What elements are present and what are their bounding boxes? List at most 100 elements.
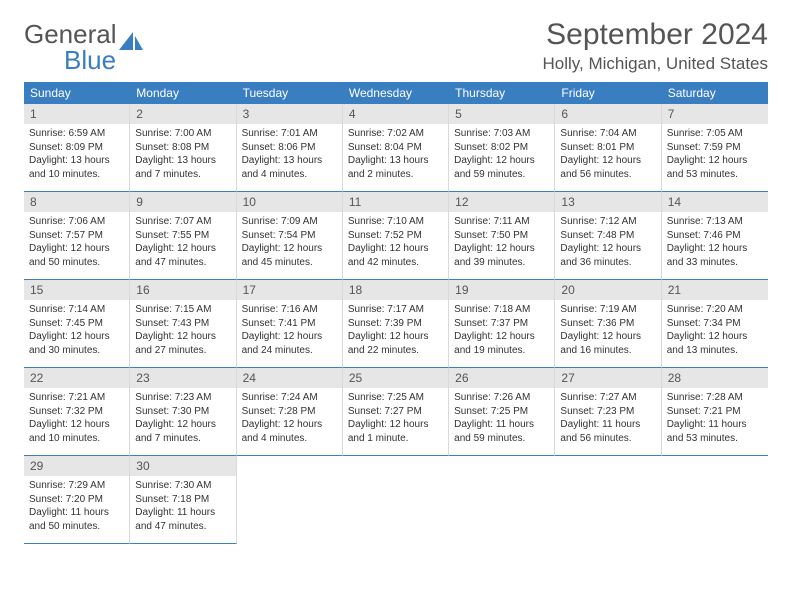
- day-number: 15: [24, 280, 129, 300]
- calendar-cell: 25Sunrise: 7:25 AMSunset: 7:27 PMDayligh…: [343, 368, 449, 456]
- day-number: 14: [662, 192, 768, 212]
- weekday-header: Tuesday: [237, 82, 343, 104]
- day-number: 16: [130, 280, 235, 300]
- calendar-cell: 8Sunrise: 7:06 AMSunset: 7:57 PMDaylight…: [24, 192, 130, 280]
- day-number: 9: [130, 192, 235, 212]
- day-details: Sunrise: 7:25 AMSunset: 7:27 PMDaylight:…: [343, 388, 448, 450]
- day-details: Sunrise: 7:14 AMSunset: 7:45 PMDaylight:…: [24, 300, 129, 362]
- calendar-cell: 7Sunrise: 7:05 AMSunset: 7:59 PMDaylight…: [662, 104, 768, 192]
- location: Holly, Michigan, United States: [542, 54, 768, 74]
- calendar-cell: 15Sunrise: 7:14 AMSunset: 7:45 PMDayligh…: [24, 280, 130, 368]
- logo-sail-icon: [119, 30, 145, 57]
- day-number: 12: [449, 192, 554, 212]
- day-number: 24: [237, 368, 342, 388]
- calendar-cell: 14Sunrise: 7:13 AMSunset: 7:46 PMDayligh…: [662, 192, 768, 280]
- calendar-cell-empty: [555, 456, 661, 544]
- day-number: 23: [130, 368, 235, 388]
- calendar-cell: 18Sunrise: 7:17 AMSunset: 7:39 PMDayligh…: [343, 280, 449, 368]
- day-number: 1: [24, 104, 129, 124]
- day-details: Sunrise: 7:15 AMSunset: 7:43 PMDaylight:…: [130, 300, 235, 362]
- day-details: Sunrise: 7:27 AMSunset: 7:23 PMDaylight:…: [555, 388, 660, 450]
- day-number: 18: [343, 280, 448, 300]
- calendar-cell: 4Sunrise: 7:02 AMSunset: 8:04 PMDaylight…: [343, 104, 449, 192]
- calendar-cell-empty: [237, 456, 343, 544]
- day-details: Sunrise: 7:12 AMSunset: 7:48 PMDaylight:…: [555, 212, 660, 274]
- day-details: Sunrise: 7:26 AMSunset: 7:25 PMDaylight:…: [449, 388, 554, 450]
- day-details: Sunrise: 6:59 AMSunset: 8:09 PMDaylight:…: [24, 124, 129, 186]
- day-details: Sunrise: 7:21 AMSunset: 7:32 PMDaylight:…: [24, 388, 129, 450]
- day-number: 7: [662, 104, 768, 124]
- calendar-cell: 19Sunrise: 7:18 AMSunset: 7:37 PMDayligh…: [449, 280, 555, 368]
- logo: General Blue: [24, 18, 145, 74]
- day-details: Sunrise: 7:09 AMSunset: 7:54 PMDaylight:…: [237, 212, 342, 274]
- day-details: Sunrise: 7:19 AMSunset: 7:36 PMDaylight:…: [555, 300, 660, 362]
- calendar-cell: 24Sunrise: 7:24 AMSunset: 7:28 PMDayligh…: [237, 368, 343, 456]
- day-details: Sunrise: 7:04 AMSunset: 8:01 PMDaylight:…: [555, 124, 660, 186]
- calendar-cell: 1Sunrise: 6:59 AMSunset: 8:09 PMDaylight…: [24, 104, 130, 192]
- day-details: Sunrise: 7:28 AMSunset: 7:21 PMDaylight:…: [662, 388, 768, 450]
- weekday-header: Sunday: [24, 82, 130, 104]
- day-details: Sunrise: 7:20 AMSunset: 7:34 PMDaylight:…: [662, 300, 768, 362]
- weekday-header: Saturday: [662, 82, 768, 104]
- calendar-cell: 9Sunrise: 7:07 AMSunset: 7:55 PMDaylight…: [130, 192, 236, 280]
- day-number: 11: [343, 192, 448, 212]
- calendar-cell: 28Sunrise: 7:28 AMSunset: 7:21 PMDayligh…: [662, 368, 768, 456]
- day-number: 5: [449, 104, 554, 124]
- day-details: Sunrise: 7:03 AMSunset: 8:02 PMDaylight:…: [449, 124, 554, 186]
- day-details: Sunrise: 7:06 AMSunset: 7:57 PMDaylight:…: [24, 212, 129, 274]
- calendar-cell-empty: [449, 456, 555, 544]
- day-number: 27: [555, 368, 660, 388]
- day-number: 8: [24, 192, 129, 212]
- day-details: Sunrise: 7:05 AMSunset: 7:59 PMDaylight:…: [662, 124, 768, 186]
- day-number: 26: [449, 368, 554, 388]
- month-title: September 2024: [542, 18, 768, 52]
- day-number: 3: [237, 104, 342, 124]
- weekday-header: Monday: [130, 82, 236, 104]
- day-details: Sunrise: 7:10 AMSunset: 7:52 PMDaylight:…: [343, 212, 448, 274]
- page-header: General Blue September 2024 Holly, Michi…: [24, 18, 768, 74]
- calendar-cell-empty: [343, 456, 449, 544]
- calendar-cell: 5Sunrise: 7:03 AMSunset: 8:02 PMDaylight…: [449, 104, 555, 192]
- calendar-cell: 26Sunrise: 7:26 AMSunset: 7:25 PMDayligh…: [449, 368, 555, 456]
- day-number: 10: [237, 192, 342, 212]
- day-number: 28: [662, 368, 768, 388]
- logo-text-2: Blue: [24, 45, 116, 75]
- weekday-header: Friday: [555, 82, 661, 104]
- day-number: 25: [343, 368, 448, 388]
- calendar-cell: 21Sunrise: 7:20 AMSunset: 7:34 PMDayligh…: [662, 280, 768, 368]
- day-number: 13: [555, 192, 660, 212]
- day-number: 29: [24, 456, 129, 476]
- day-details: Sunrise: 7:24 AMSunset: 7:28 PMDaylight:…: [237, 388, 342, 450]
- day-details: Sunrise: 7:07 AMSunset: 7:55 PMDaylight:…: [130, 212, 235, 274]
- calendar-body: 1Sunrise: 6:59 AMSunset: 8:09 PMDaylight…: [24, 104, 768, 544]
- calendar-cell: 2Sunrise: 7:00 AMSunset: 8:08 PMDaylight…: [130, 104, 236, 192]
- day-details: Sunrise: 7:29 AMSunset: 7:20 PMDaylight:…: [24, 476, 129, 538]
- day-number: 20: [555, 280, 660, 300]
- day-number: 19: [449, 280, 554, 300]
- day-details: Sunrise: 7:13 AMSunset: 7:46 PMDaylight:…: [662, 212, 768, 274]
- day-details: Sunrise: 7:23 AMSunset: 7:30 PMDaylight:…: [130, 388, 235, 450]
- calendar-cell: 22Sunrise: 7:21 AMSunset: 7:32 PMDayligh…: [24, 368, 130, 456]
- day-number: 2: [130, 104, 235, 124]
- calendar-cell: 23Sunrise: 7:23 AMSunset: 7:30 PMDayligh…: [130, 368, 236, 456]
- day-details: Sunrise: 7:01 AMSunset: 8:06 PMDaylight:…: [237, 124, 342, 186]
- calendar-header-row: Sunday Monday Tuesday Wednesday Thursday…: [24, 82, 768, 104]
- day-number: 30: [130, 456, 235, 476]
- calendar-cell: 17Sunrise: 7:16 AMSunset: 7:41 PMDayligh…: [237, 280, 343, 368]
- weekday-header: Wednesday: [343, 82, 449, 104]
- day-number: 6: [555, 104, 660, 124]
- calendar-cell: 27Sunrise: 7:27 AMSunset: 7:23 PMDayligh…: [555, 368, 661, 456]
- day-details: Sunrise: 7:30 AMSunset: 7:18 PMDaylight:…: [130, 476, 235, 538]
- calendar-cell: 12Sunrise: 7:11 AMSunset: 7:50 PMDayligh…: [449, 192, 555, 280]
- calendar-cell: 3Sunrise: 7:01 AMSunset: 8:06 PMDaylight…: [237, 104, 343, 192]
- calendar-cell-empty: [662, 456, 768, 544]
- weekday-header: Thursday: [449, 82, 555, 104]
- day-details: Sunrise: 7:18 AMSunset: 7:37 PMDaylight:…: [449, 300, 554, 362]
- calendar-cell: 13Sunrise: 7:12 AMSunset: 7:48 PMDayligh…: [555, 192, 661, 280]
- calendar-cell: 10Sunrise: 7:09 AMSunset: 7:54 PMDayligh…: [237, 192, 343, 280]
- day-details: Sunrise: 7:11 AMSunset: 7:50 PMDaylight:…: [449, 212, 554, 274]
- calendar-cell: 11Sunrise: 7:10 AMSunset: 7:52 PMDayligh…: [343, 192, 449, 280]
- day-details: Sunrise: 7:00 AMSunset: 8:08 PMDaylight:…: [130, 124, 235, 186]
- calendar-cell: 20Sunrise: 7:19 AMSunset: 7:36 PMDayligh…: [555, 280, 661, 368]
- day-number: 17: [237, 280, 342, 300]
